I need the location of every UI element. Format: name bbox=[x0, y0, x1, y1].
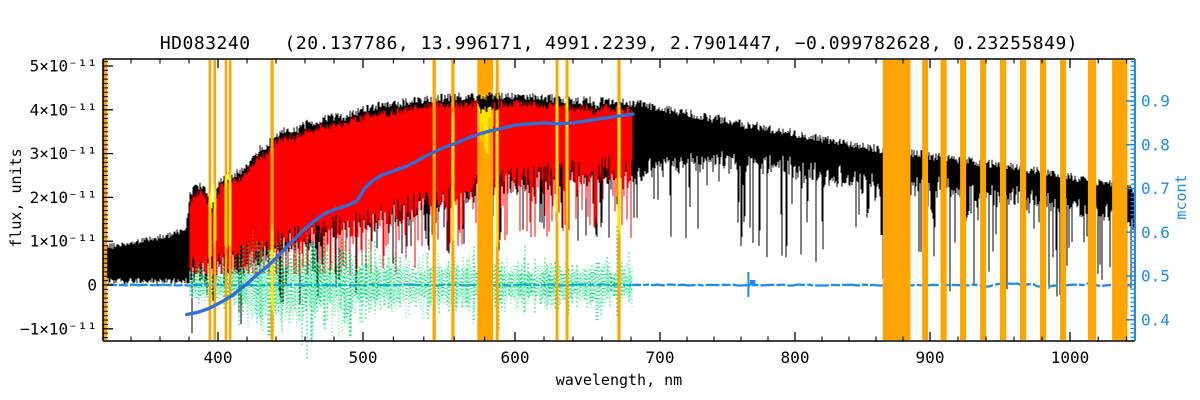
masked-band bbox=[1087, 60, 1097, 340]
y-right-tick-label: 0.7 bbox=[1141, 179, 1170, 198]
observed-top-caps bbox=[477, 92, 499, 114]
masked-band bbox=[432, 60, 436, 340]
x-tick-label: 1000 bbox=[1051, 348, 1090, 367]
x-tick-label: 500 bbox=[349, 348, 378, 367]
y-right-tick-label: 0.5 bbox=[1141, 267, 1170, 286]
x-tick-label: 600 bbox=[501, 348, 530, 367]
masked-band bbox=[270, 60, 274, 340]
masked-band bbox=[980, 60, 987, 340]
y-right-tick-label: 0.8 bbox=[1141, 135, 1170, 154]
y-right-tick-label: 0.9 bbox=[1141, 92, 1170, 111]
y-left-tick-label: 4×10⁻¹¹ bbox=[30, 100, 97, 119]
y-right-tick-label: 0.6 bbox=[1141, 223, 1170, 242]
masked-band bbox=[882, 60, 911, 340]
y-left-tick-label: 1×10⁻¹¹ bbox=[30, 232, 97, 251]
x-axis-label: wavelength, nm bbox=[555, 371, 683, 389]
y-left-tick-label: −1×10⁻¹¹ bbox=[20, 319, 97, 338]
residual-path bbox=[190, 225, 633, 340]
masked-band bbox=[922, 60, 929, 340]
masked-band bbox=[1000, 60, 1007, 340]
masked-band bbox=[960, 60, 967, 340]
zero-line-glitch-marker bbox=[749, 280, 756, 286]
masked-band bbox=[1040, 60, 1047, 340]
y-right-tick-label: 0.4 bbox=[1141, 310, 1170, 329]
y-axis-left-label: flux, units bbox=[7, 148, 25, 248]
y-left-tick-label: 2×10⁻¹¹ bbox=[30, 188, 97, 207]
masked-band bbox=[1020, 60, 1027, 340]
mcont-curve bbox=[185, 112, 635, 317]
y-left-tick-label: 0 bbox=[87, 276, 97, 295]
masked-band bbox=[103, 60, 108, 340]
y-left-tick-label: 5×10⁻¹¹ bbox=[30, 57, 97, 76]
masked-band bbox=[1060, 60, 1067, 340]
masked-band bbox=[1112, 60, 1128, 340]
x-tick-label: 900 bbox=[916, 348, 945, 367]
masked-band bbox=[940, 60, 947, 340]
x-tick-label: 400 bbox=[204, 348, 233, 367]
y-axis-right-label: mcont bbox=[1172, 174, 1190, 220]
flagged-points-path bbox=[208, 89, 621, 315]
plot-title: HD083240 (20.137786, 13.996171, 4991.223… bbox=[159, 33, 1079, 54]
x-tick-label: 800 bbox=[781, 348, 810, 367]
y-left-tick-label: 3×10⁻¹¹ bbox=[30, 144, 97, 163]
x-tick-label: 700 bbox=[646, 348, 675, 367]
